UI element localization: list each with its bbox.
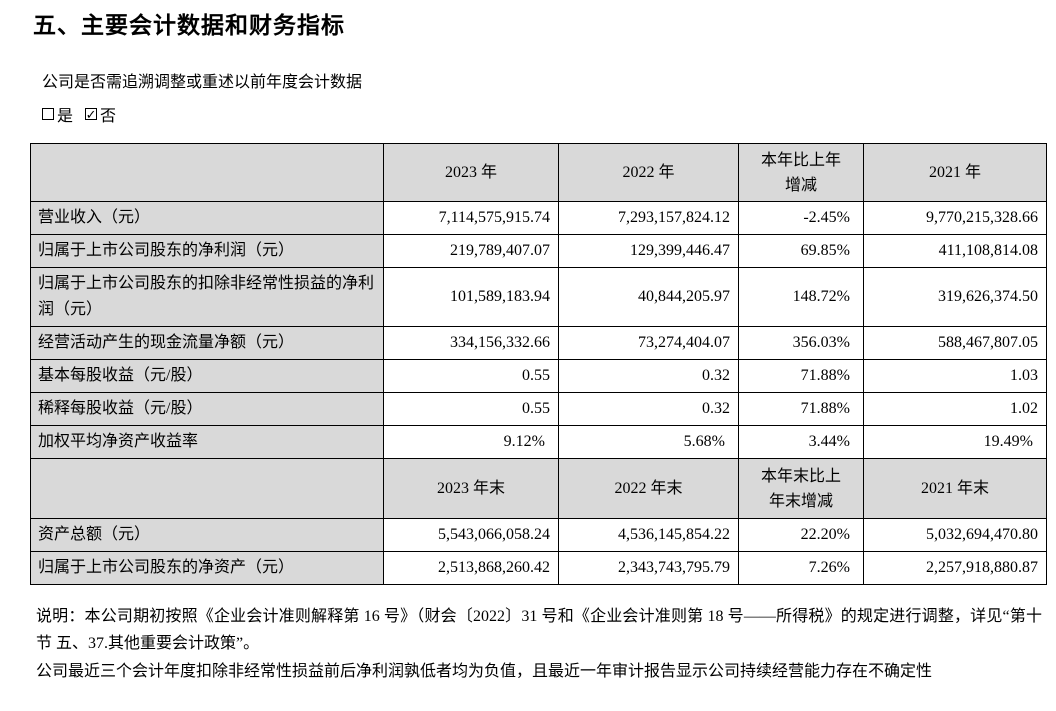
value-2023: 5,543,066,058.24	[383, 518, 559, 552]
table-row: 归属于上市公司股东的扣除非经常性损益的净利润（元） 101,589,183.94…	[30, 267, 1047, 327]
checkbox-row: 是 ✓ 否	[42, 102, 116, 126]
corner-cell	[30, 143, 384, 202]
header-yearend-change: 本年末比上 年末增减	[738, 458, 864, 519]
header-2022-yearend: 2022 年末	[558, 458, 739, 519]
value-2023: 9.12%	[383, 425, 559, 459]
checkbox-no-box-checked: ✓	[85, 106, 98, 122]
row-label: 营业收入（元）	[30, 201, 384, 235]
value-2022: 5.68%	[558, 425, 739, 459]
checkbox-no: ✓ 否	[85, 102, 116, 126]
value-2021: 411,108,814.08	[863, 234, 1047, 268]
value-2022: 0.32	[558, 392, 739, 426]
checkbox-yes-label: 是	[57, 108, 74, 125]
value-2022: 2,343,743,795.79	[558, 551, 739, 585]
value-2021: 319,626,374.50	[863, 267, 1047, 327]
row-label: 稀释每股收益（元/股）	[30, 392, 384, 426]
row-label: 归属于上市公司股东的净利润（元）	[30, 234, 384, 268]
row-label: 加权平均净资产收益率	[30, 425, 384, 459]
note-going-concern: 公司最近三个会计年度扣除非经常性损益前后净利润孰低者均为负值，且最近一年审计报告…	[36, 663, 933, 680]
table-row: 经营活动产生的现金流量净额（元） 334,156,332.66 73,274,4…	[30, 326, 1047, 360]
financial-indicators-table: 2023 年 2022 年 本年比上年 增减 2021 年 营业收入（元） 7,…	[30, 143, 1047, 585]
value-2021: 9,770,215,328.66	[863, 201, 1047, 235]
header-2021-yearend: 2021 年末	[863, 458, 1047, 519]
value-2023: 2,513,868,260.42	[383, 551, 559, 585]
table-row: 基本每股收益（元/股） 0.55 0.32 71.88% 1.03	[30, 359, 1047, 393]
table-row: 加权平均净资产收益率 9.12% 5.68% 3.44% 19.49%	[30, 425, 1047, 459]
table-row: 稀释每股收益（元/股） 0.55 0.32 71.88% 1.02	[30, 392, 1047, 426]
value-2023: 101,589,183.94	[383, 267, 559, 327]
annual-header-row: 2023 年 2022 年 本年比上年 增减 2021 年	[30, 143, 1047, 202]
checkbox-yes: 是	[42, 102, 73, 126]
value-2021: 19.49%	[863, 425, 1047, 459]
value-2021: 1.03	[863, 359, 1047, 393]
row-label: 基本每股收益（元/股）	[30, 359, 384, 393]
table-row: 归属于上市公司股东的净利润（元） 219,789,407.07 129,399,…	[30, 234, 1047, 268]
value-2022: 40,844,205.97	[558, 267, 739, 327]
value-2023: 0.55	[383, 359, 559, 393]
note-accounting-adjustment: 说明：本公司期初按照《企业会计准则解释第 16 号》（财会〔2022〕31 号和…	[36, 608, 1042, 652]
value-change: -2.45%	[738, 201, 864, 235]
header-2023-yearend: 2023 年末	[383, 458, 559, 519]
value-2023: 7,114,575,915.74	[383, 201, 559, 235]
value-2021: 2,257,918,880.87	[863, 551, 1047, 585]
section-title: 五、主要会计数据和财务指标	[33, 13, 345, 38]
table-row: 营业收入（元） 7,114,575,915.74 7,293,157,824.1…	[30, 201, 1047, 235]
value-2023: 219,789,407.07	[383, 234, 559, 268]
row-label: 归属于上市公司股东的扣除非经常性损益的净利润（元）	[30, 267, 384, 327]
yearend-header-row: 2023 年末 2022 年末 本年末比上 年末增减 2021 年末	[30, 458, 1047, 519]
row-label: 资产总额（元）	[30, 518, 384, 552]
value-change: 7.26%	[738, 551, 864, 585]
table-row: 资产总额（元） 5,543,066,058.24 4,536,145,854.2…	[30, 518, 1047, 552]
value-2023: 334,156,332.66	[383, 326, 559, 360]
checkbox-no-label: 否	[100, 108, 117, 125]
corner-cell	[30, 458, 384, 519]
value-change: 3.44%	[738, 425, 864, 459]
value-2022: 73,274,404.07	[558, 326, 739, 360]
value-2021: 1.02	[863, 392, 1047, 426]
value-change: 69.85%	[738, 234, 864, 268]
header-2022: 2022 年	[558, 143, 739, 202]
value-change: 356.03%	[738, 326, 864, 360]
header-2021: 2021 年	[863, 143, 1047, 202]
restate-question: 公司是否需追溯调整或重述以前年度会计数据	[42, 74, 363, 91]
value-2022: 4,536,145,854.22	[558, 518, 739, 552]
header-yoy-change: 本年比上年 增减	[738, 143, 864, 202]
value-change: 148.72%	[738, 267, 864, 327]
value-2022: 0.32	[558, 359, 739, 393]
value-2021: 5,032,694,470.80	[863, 518, 1047, 552]
table-row: 归属于上市公司股东的净资产（元） 2,513,868,260.42 2,343,…	[30, 551, 1047, 585]
value-change: 71.88%	[738, 392, 864, 426]
value-2023: 0.55	[383, 392, 559, 426]
header-2023: 2023 年	[383, 143, 559, 202]
value-2022: 129,399,446.47	[558, 234, 739, 268]
row-label: 经营活动产生的现金流量净额（元）	[30, 326, 384, 360]
value-2021: 588,467,807.05	[863, 326, 1047, 360]
value-change: 22.20%	[738, 518, 864, 552]
checkbox-yes-box	[42, 108, 54, 120]
value-2022: 7,293,157,824.12	[558, 201, 739, 235]
row-label: 归属于上市公司股东的净资产（元）	[30, 551, 384, 585]
value-change: 71.88%	[738, 359, 864, 393]
